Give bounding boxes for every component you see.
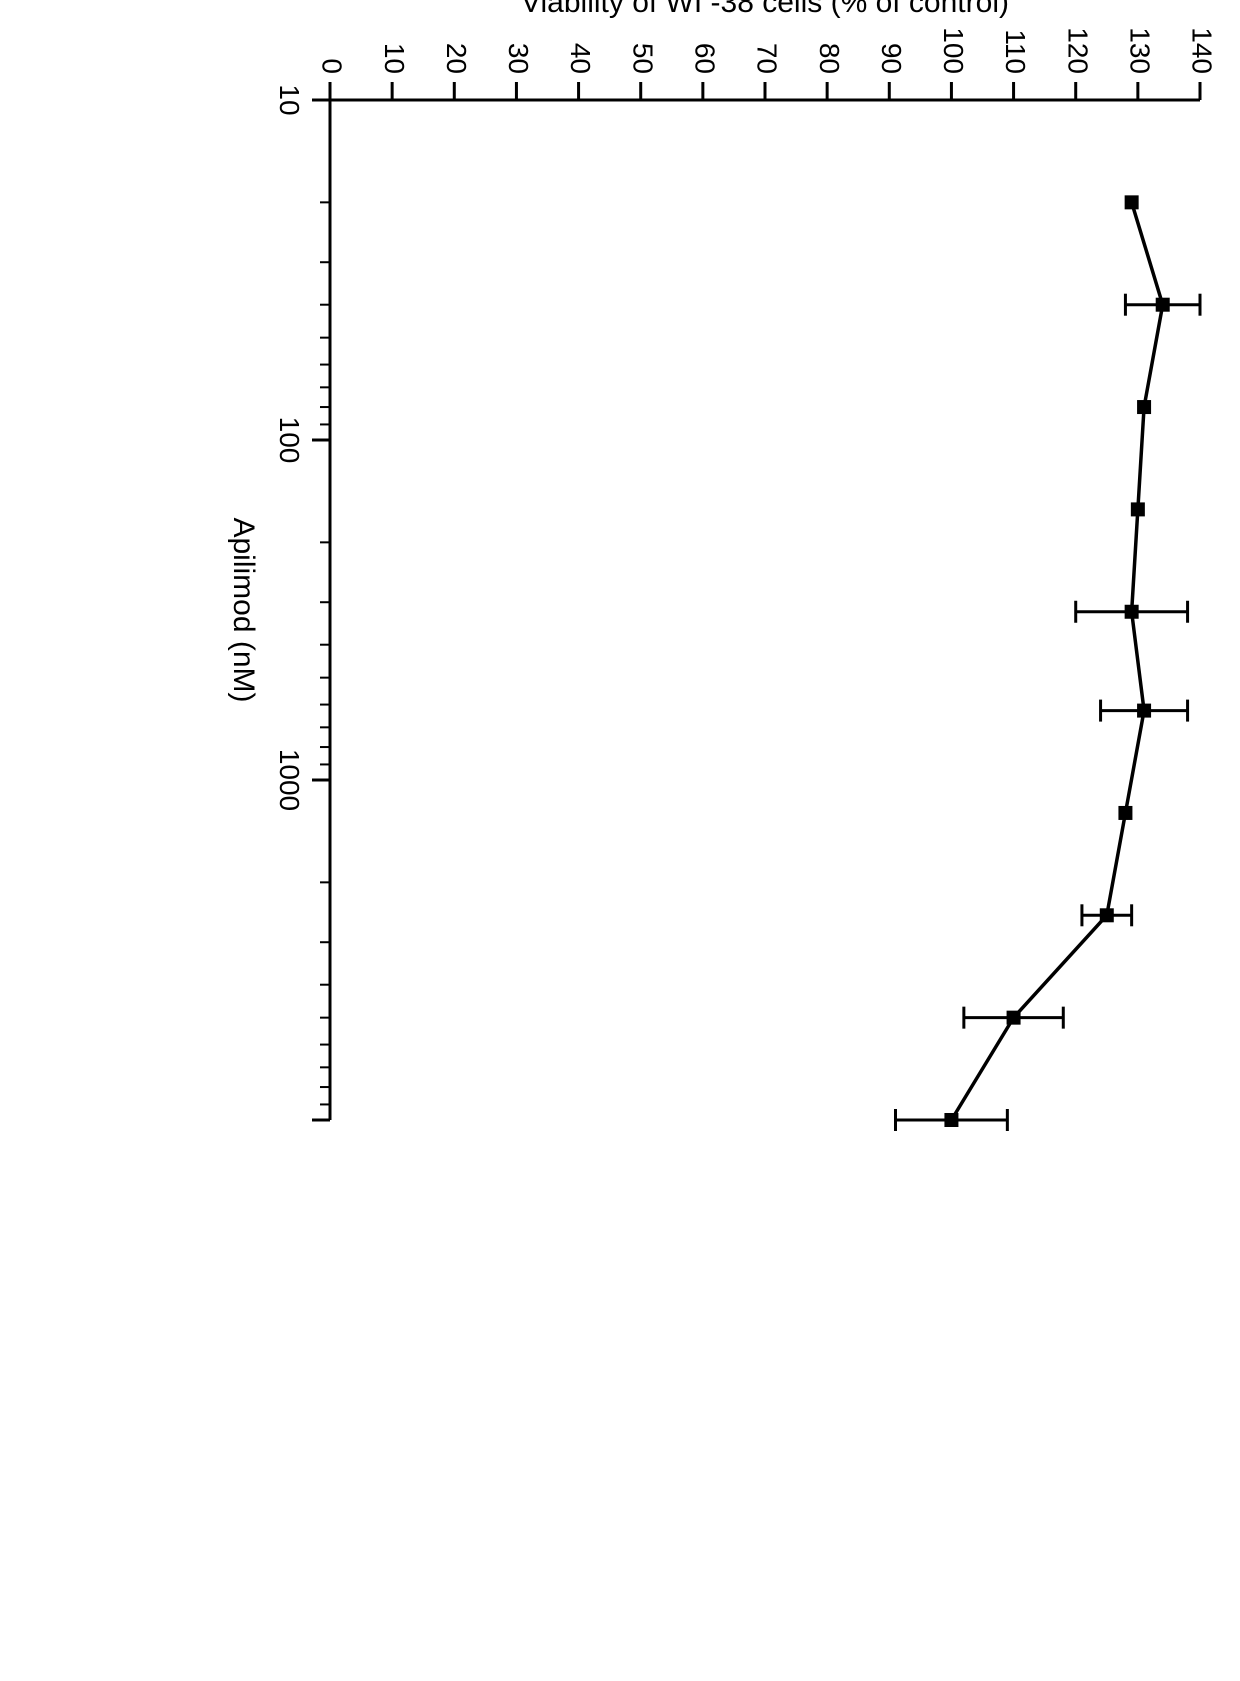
- data-marker: [1125, 605, 1139, 619]
- y-tick-label: 80: [814, 43, 845, 74]
- series-line: [951, 202, 1162, 1120]
- data-marker: [1118, 806, 1132, 820]
- y-tick-label: 110: [1000, 29, 1031, 74]
- y-tick-label: 140: [1187, 27, 1218, 74]
- y-tick-label: 20: [441, 43, 472, 74]
- x-tick-label: 1000: [274, 749, 305, 811]
- y-tick-label: 30: [503, 43, 534, 74]
- y-tick-label: 90: [876, 43, 907, 74]
- data-marker: [1137, 704, 1151, 718]
- y-tick-label: 100: [938, 27, 969, 74]
- y-tick-label: 50: [627, 43, 658, 74]
- y-tick-label: 130: [1124, 27, 1155, 74]
- y-tick-label: 60: [689, 43, 720, 74]
- y-tick-label: 120: [1062, 27, 1093, 74]
- y-tick-label: 0: [317, 58, 348, 74]
- x-tick-label: 10: [274, 84, 305, 115]
- x-tick-label: 100: [274, 417, 305, 464]
- data-marker: [1100, 908, 1114, 922]
- x-axis-label: Apilimod (nM): [227, 517, 260, 702]
- data-marker: [1156, 298, 1170, 312]
- y-tick-label: 70: [752, 43, 783, 74]
- data-marker: [944, 1113, 958, 1127]
- data-marker: [1007, 1011, 1021, 1025]
- y-tick-label: 40: [565, 43, 596, 74]
- y-tick-label: 10: [379, 43, 410, 74]
- viability-chart: 0 10 20 30 40 50 60 70 80 90 100 110 120 130 140 10 100 1…: [0, 0, 1240, 1240]
- y-axis-label: Viability of WI -38 cells (% of control): [521, 0, 1009, 19]
- data-marker: [1137, 400, 1151, 414]
- data-marker: [1131, 502, 1145, 516]
- data-marker: [1125, 195, 1139, 209]
